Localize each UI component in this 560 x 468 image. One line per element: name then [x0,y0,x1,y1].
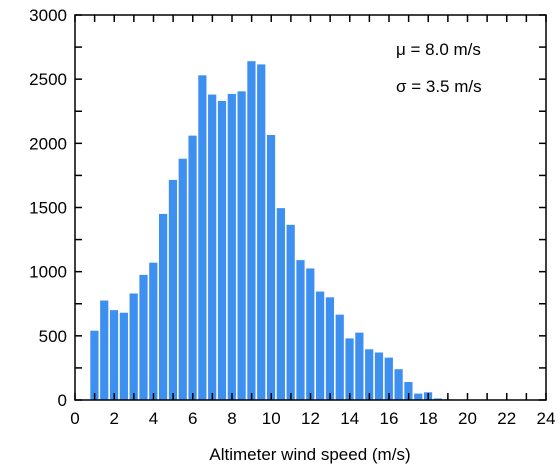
histogram-bar [404,382,413,400]
y-tick-label: 3000 [29,6,67,25]
histogram-bar [276,208,285,400]
histogram-bar [237,91,246,400]
histogram-bar [90,330,99,400]
histogram-bars [90,61,482,401]
histogram-bar [365,349,374,400]
histogram-bar [266,134,276,400]
histogram-bar [345,338,354,400]
mean-annotation: μ = 8.0 m/s [396,40,481,59]
y-tick-label: 0 [58,391,67,410]
histogram-bar [149,262,158,400]
histogram-bar [100,300,109,400]
x-tick-label: 22 [497,409,516,428]
histogram-bar [306,268,315,400]
x-tick-label: 20 [458,409,477,428]
histogram-bar [129,293,138,400]
histogram-bar [414,393,423,400]
axis-ticks [74,14,547,401]
x-tick-label: 24 [537,409,556,428]
histogram-bar [109,310,119,400]
histogram-bar [384,357,393,400]
histogram-bar [296,260,305,400]
histogram-bar [374,352,384,400]
histogram-bar [325,297,335,400]
y-tick-label: 2500 [29,70,67,89]
y-tick-label: 500 [39,327,67,346]
histogram-bar [355,332,364,400]
x-axis-title: Altimeter wind speed (m/s) [209,445,410,464]
histogram-bar [119,312,128,400]
histogram-bar [257,64,266,401]
histogram-bar [433,398,442,400]
histogram-bar [316,291,325,400]
histogram-bar [247,61,256,400]
y-axis-tick-labels: 0 500 1000 1500 2000 2500 3000 [29,6,67,410]
x-tick-label: 10 [262,409,281,428]
histogram-bar [168,179,178,400]
y-tick-label: 2000 [29,134,67,153]
x-tick-label: 2 [110,409,119,428]
histogram-bar [394,369,403,400]
y-tick-label: 1000 [29,263,67,282]
std-annotation: σ = 3.5 m/s [396,77,482,96]
x-tick-label: 14 [340,409,359,428]
x-tick-label: 18 [419,409,438,428]
x-axis-tick-labels: 0 2 4 6 8 10 12 14 16 18 20 22 24 [70,409,555,428]
histogram-bar [286,224,295,400]
y-tick-label: 1500 [29,199,67,218]
x-tick-label: 4 [149,409,158,428]
x-tick-label: 12 [301,409,320,428]
histogram-bar [217,100,227,400]
histogram-bar [198,75,207,401]
histogram-bar [227,93,236,401]
histogram-bar [208,94,217,401]
histogram-bar [188,135,197,400]
x-tick-label: 6 [188,409,197,428]
x-tick-label: 0 [70,409,79,428]
x-tick-label: 16 [380,409,399,428]
histogram-bar [178,158,187,400]
histogram-bar [335,314,344,400]
histogram-bar [139,274,148,400]
x-tick-label: 8 [227,409,236,428]
histogram-bar [159,213,168,400]
